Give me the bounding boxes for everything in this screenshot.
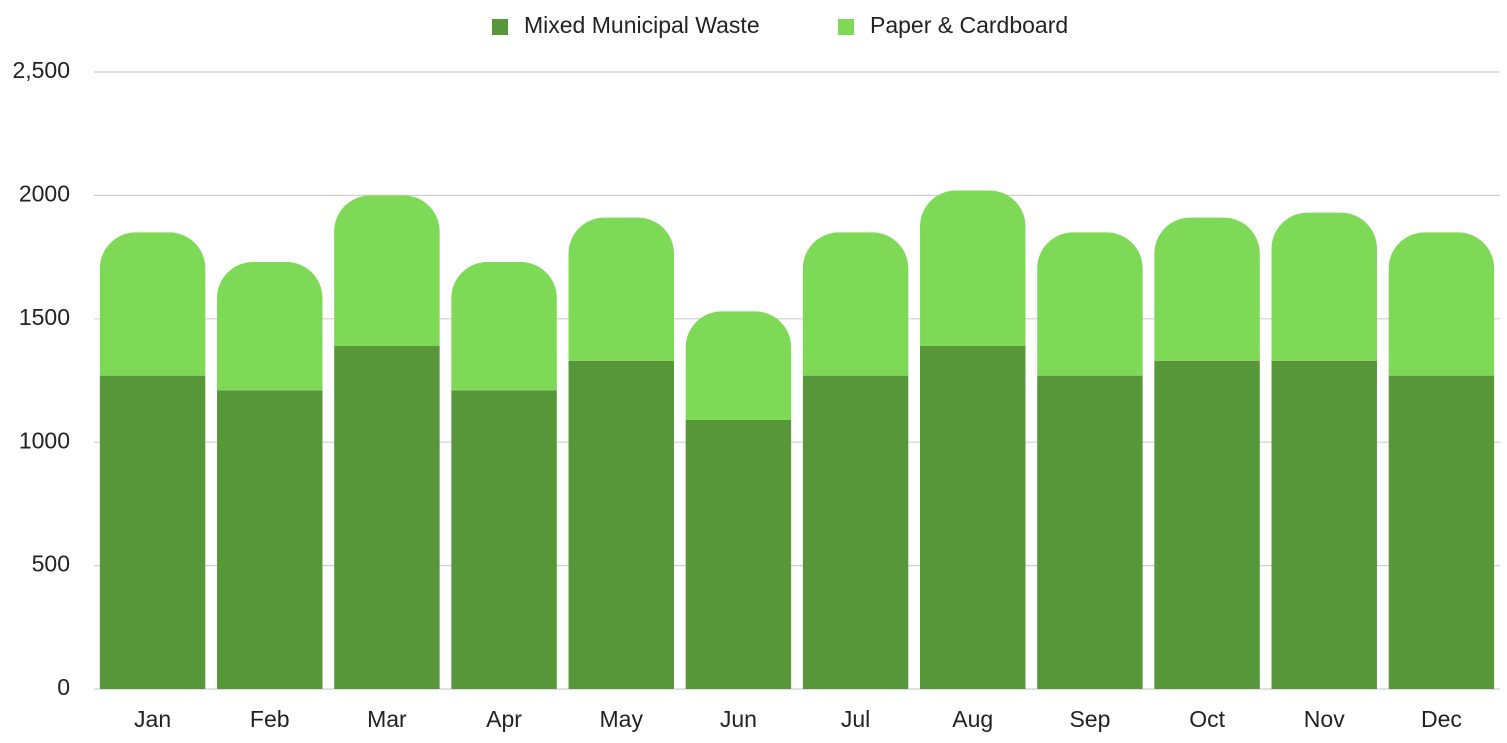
bar-segment [1388, 375, 1495, 689]
bar-segment [1154, 217, 1260, 361]
x-tick-label: Oct [1189, 706, 1225, 732]
bar-segment [99, 375, 206, 689]
bar-segment [99, 232, 206, 376]
bar-segment [802, 375, 909, 689]
x-tick-label: Feb [250, 706, 290, 732]
bar-segment [1037, 232, 1143, 376]
legend-marker [492, 19, 508, 35]
bar-segment [217, 262, 323, 391]
legend-label: Paper & Cardboard [870, 12, 1068, 38]
bar-segment [1037, 375, 1143, 689]
legend-marker [838, 19, 854, 35]
x-tick-label: Mar [367, 706, 407, 732]
y-tick-label: 1000 [19, 427, 70, 453]
bar-segment [334, 345, 440, 689]
legend-label: Mixed Municipal Waste [524, 12, 760, 38]
bar-segment [568, 217, 674, 361]
x-tick-label: Jun [720, 706, 757, 732]
bar-segment [1388, 232, 1495, 376]
x-tick-label: Aug [952, 706, 993, 732]
bar-segment [1271, 360, 1377, 689]
bar-segment [568, 360, 674, 689]
bar-segment [1154, 360, 1260, 689]
bar-segment [920, 190, 1026, 346]
x-tick-label: May [600, 706, 644, 732]
x-tick-label: Jul [841, 706, 870, 732]
bar-segment [217, 390, 323, 689]
bar-segment [451, 390, 557, 689]
bar-segment [451, 262, 557, 391]
bar-segment [1271, 212, 1377, 361]
x-tick-label: Apr [486, 706, 522, 732]
x-tick-label: Jan [134, 706, 171, 732]
y-tick-label: 1500 [19, 304, 70, 330]
bar-segment [685, 311, 792, 420]
x-tick-label: Nov [1304, 706, 1345, 732]
y-tick-label: 0 [57, 674, 70, 700]
y-tick-label: 2,500 [12, 57, 70, 83]
bar-segment [334, 195, 440, 346]
bar-segment [685, 419, 792, 689]
y-tick-label: 500 [32, 551, 70, 577]
bar-segment [802, 232, 909, 376]
y-tick-label: 2000 [19, 180, 70, 206]
x-tick-label: Dec [1421, 706, 1462, 732]
x-tick-label: Sep [1069, 706, 1110, 732]
bar-segment [920, 345, 1026, 689]
